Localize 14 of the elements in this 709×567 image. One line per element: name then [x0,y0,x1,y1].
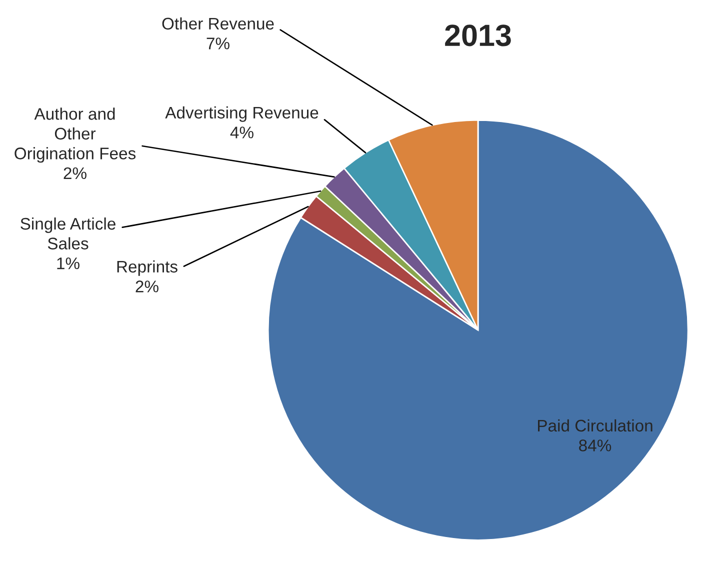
slice-label: Other Revenue [162,17,274,30]
pie-slice [267,119,689,541]
data-label: 7% [206,38,230,50]
data-label: 2% [64,167,86,180]
data-label: 84% [579,440,612,452]
data-label: 1% [57,258,80,270]
slice-label: Reprints [117,260,178,276]
slice-label: Paid Circulation [538,419,652,432]
data-label: 2% [136,280,158,292]
data-label: 4% [230,126,254,138]
slice-label: Author and Other Origination Fees [14,108,136,163]
slice-label: Advertising Revenue [165,106,318,122]
slice-label: Single Article Sales [20,217,116,250]
chart-title: 2013 [445,24,511,46]
